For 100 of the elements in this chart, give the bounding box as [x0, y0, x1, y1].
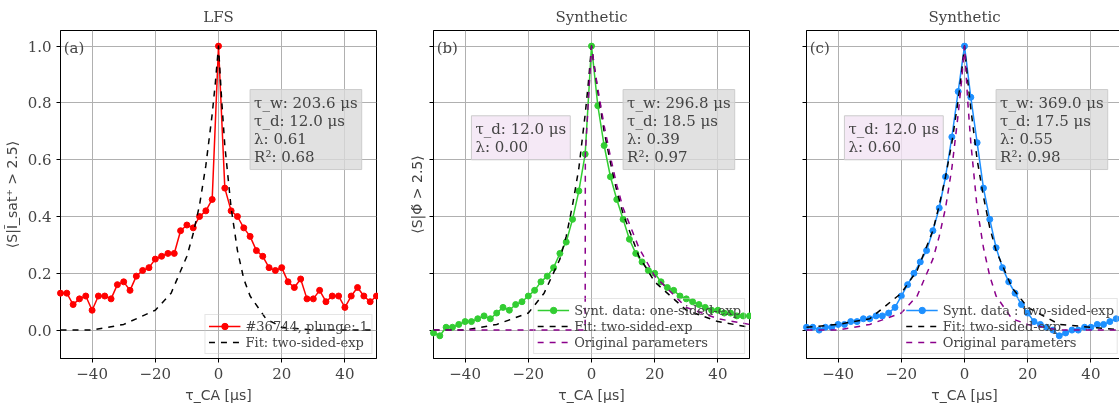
y-tick-label: 0.4	[27, 208, 52, 227]
point	[442, 323, 450, 331]
x-tick-label: 40	[335, 364, 355, 383]
chart-title: Synthetic	[555, 7, 628, 26]
point	[303, 295, 311, 303]
point	[208, 195, 216, 203]
point	[284, 278, 292, 286]
point	[189, 224, 197, 232]
point	[252, 247, 260, 255]
point	[126, 286, 134, 294]
point	[1106, 318, 1114, 326]
point	[676, 292, 684, 300]
point	[347, 292, 355, 300]
y-tick-label: 0.6	[27, 151, 52, 170]
point	[101, 292, 109, 300]
point	[297, 275, 305, 283]
point	[436, 332, 444, 340]
point	[240, 224, 248, 232]
point	[486, 315, 494, 323]
point	[82, 292, 90, 300]
legend-label: Fit: two-sided-exp	[574, 318, 693, 334]
point	[847, 318, 855, 326]
point	[904, 281, 912, 289]
point	[910, 269, 918, 277]
y-tick-label: 0.2	[27, 264, 52, 283]
point	[88, 306, 96, 314]
point	[1068, 326, 1076, 334]
point	[290, 284, 298, 291]
x-tick-label: 20	[645, 364, 665, 383]
chart-title: Synthetic	[928, 7, 1001, 26]
point	[878, 312, 886, 320]
x-tick-label: 40	[1081, 364, 1101, 383]
point	[493, 309, 501, 317]
point	[967, 93, 975, 101]
point	[606, 173, 614, 181]
point	[354, 284, 362, 291]
point	[1100, 320, 1108, 328]
x-axis-title: τ_CA [μs]	[558, 386, 625, 403]
y-axis-title: ⟨S|Φ̃ > 2.5⟩	[408, 155, 426, 234]
chart-title: LFS	[203, 7, 234, 26]
point	[341, 303, 349, 311]
point	[556, 249, 564, 257]
point	[638, 258, 646, 266]
point	[164, 249, 172, 257]
point	[872, 312, 880, 320]
annotation: τ_w: 203.6 μs τ_d: 12.0 μs λ: 0.61 R²: 0.68	[254, 93, 358, 166]
point	[575, 187, 583, 195]
point	[897, 292, 905, 300]
x-tick-label: 0	[959, 364, 970, 383]
x-tick-label: −40	[449, 364, 481, 383]
point	[455, 320, 463, 328]
point	[1093, 320, 1101, 328]
point	[271, 266, 279, 274]
point	[183, 221, 191, 229]
point	[859, 315, 867, 323]
point	[923, 247, 931, 255]
point	[916, 258, 924, 266]
x-tick-label: 20	[1018, 364, 1038, 383]
x-tick-label: −20	[512, 364, 545, 383]
x-tick-label: −40	[822, 364, 854, 383]
point	[448, 323, 456, 331]
point	[309, 295, 317, 303]
annotation: (b)	[436, 38, 458, 57]
point	[986, 215, 994, 223]
point	[120, 278, 128, 286]
point	[512, 301, 520, 309]
point	[139, 266, 147, 274]
point	[221, 184, 229, 192]
point	[885, 309, 893, 317]
point	[505, 306, 513, 314]
point	[834, 320, 842, 328]
y-axis-title: ⟨S|Ĩ_sat⁺ > 2.5⟩	[3, 140, 21, 249]
point	[196, 213, 204, 220]
point	[335, 292, 343, 300]
point	[145, 264, 153, 272]
point	[524, 292, 532, 300]
annotation: (a)	[63, 38, 85, 57]
point	[113, 281, 121, 289]
point	[322, 298, 330, 306]
annotation: (c)	[809, 38, 830, 57]
x-tick-label: 0	[586, 364, 597, 383]
point	[360, 292, 368, 300]
x-tick-label: 20	[272, 364, 292, 383]
point	[499, 303, 507, 311]
point	[57, 289, 64, 297]
x-axis-title: τ_CA [μs]	[185, 386, 252, 403]
point	[600, 142, 608, 150]
point	[328, 292, 336, 300]
point	[75, 295, 83, 303]
y-tick-label: 1.0	[27, 37, 52, 56]
point	[202, 207, 210, 215]
point	[569, 215, 577, 223]
point	[233, 213, 241, 220]
x-tick-label: 40	[708, 364, 728, 383]
point	[518, 298, 526, 306]
point	[316, 286, 324, 294]
point	[531, 286, 539, 294]
point	[69, 301, 77, 309]
annotation: τ_d: 12.0 μs λ: 0.00	[475, 119, 567, 156]
point	[265, 264, 273, 272]
